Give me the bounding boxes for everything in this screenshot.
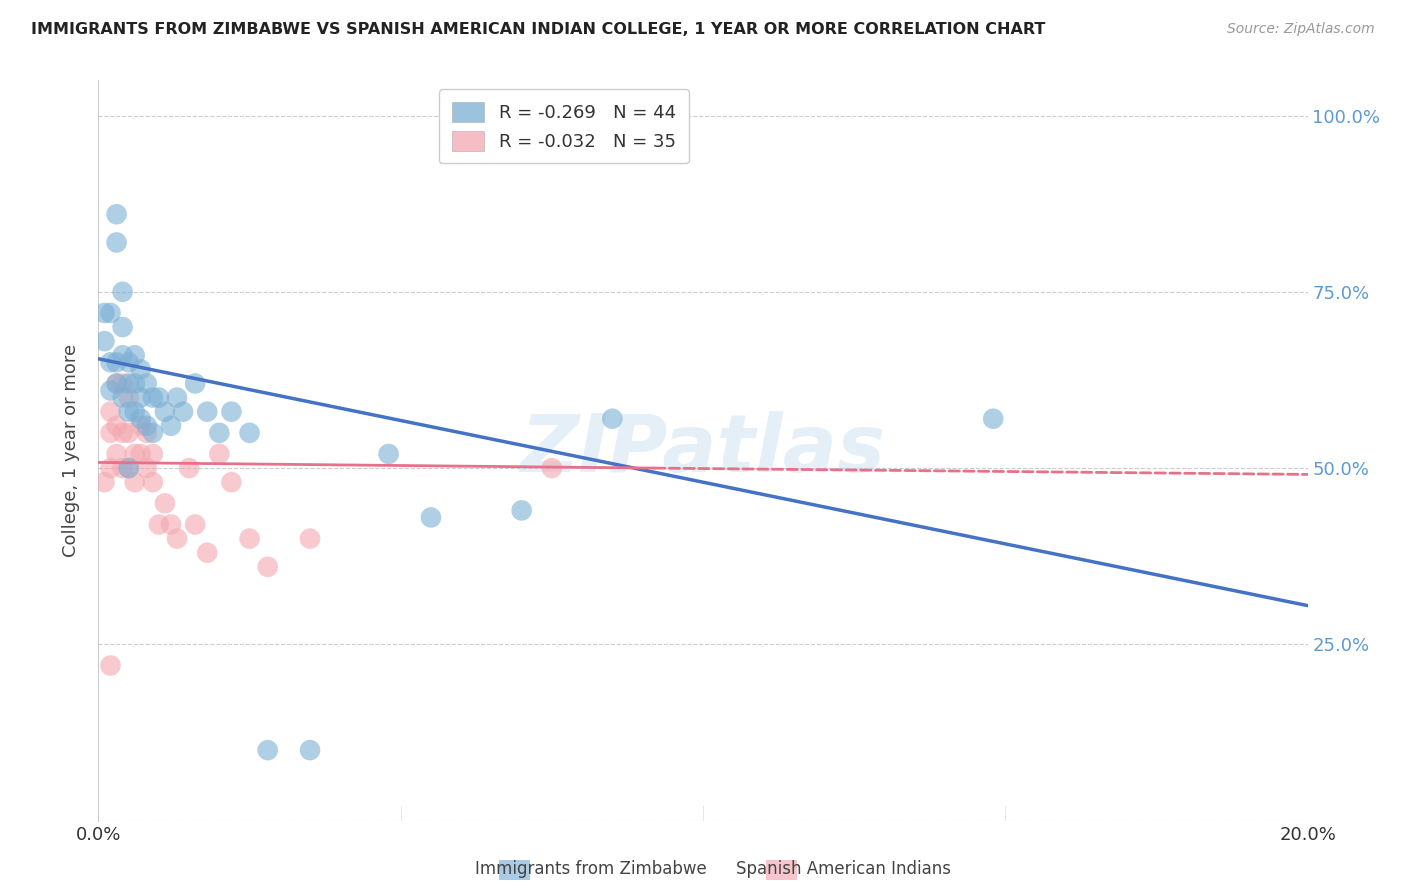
Point <box>299 743 322 757</box>
Point <box>111 320 134 334</box>
Point <box>124 348 146 362</box>
Text: Source: ZipAtlas.com: Source: ZipAtlas.com <box>1227 22 1375 37</box>
Point <box>100 658 122 673</box>
Point <box>142 425 165 440</box>
Point <box>111 425 134 440</box>
Point <box>148 391 170 405</box>
Point <box>118 425 141 440</box>
Point <box>93 306 115 320</box>
Point <box>100 355 122 369</box>
Point <box>100 306 122 320</box>
Point <box>135 376 157 391</box>
Point <box>148 517 170 532</box>
Point <box>129 411 152 425</box>
Legend: R = -0.269   N = 44, R = -0.032   N = 35: R = -0.269 N = 44, R = -0.032 N = 35 <box>439 89 689 163</box>
Point <box>221 405 243 419</box>
Point <box>93 475 115 490</box>
Point <box>105 376 128 391</box>
Point <box>129 391 152 405</box>
Point <box>100 384 122 398</box>
Point <box>142 475 165 490</box>
Point <box>124 376 146 391</box>
Point <box>299 532 322 546</box>
Point <box>420 510 443 524</box>
Point <box>195 546 218 560</box>
Text: IMMIGRANTS FROM ZIMBABWE VS SPANISH AMERICAN INDIAN COLLEGE, 1 YEAR OR MORE CORR: IMMIGRANTS FROM ZIMBABWE VS SPANISH AMER… <box>31 22 1045 37</box>
Point <box>129 447 152 461</box>
Point <box>105 418 128 433</box>
Point <box>111 285 134 299</box>
Point <box>135 418 157 433</box>
Point <box>153 405 176 419</box>
Point <box>540 461 562 475</box>
Point <box>172 405 194 419</box>
Point <box>160 517 183 532</box>
Point <box>129 418 152 433</box>
Point <box>118 391 141 405</box>
Point <box>142 391 165 405</box>
Point <box>100 405 122 419</box>
Point <box>93 334 115 348</box>
Point <box>111 461 134 475</box>
Point <box>118 376 141 391</box>
Point <box>256 559 278 574</box>
Point <box>111 376 134 391</box>
Point <box>208 447 231 461</box>
Point <box>377 447 399 461</box>
Point <box>256 743 278 757</box>
Point <box>111 348 134 362</box>
Point <box>129 362 152 376</box>
Point <box>166 391 188 405</box>
Point <box>118 461 141 475</box>
Point <box>118 405 141 419</box>
Point <box>239 532 262 546</box>
Text: Immigrants from Zimbabwe: Immigrants from Zimbabwe <box>475 860 706 878</box>
Point <box>105 447 128 461</box>
Point <box>981 411 1004 425</box>
Point <box>221 475 243 490</box>
Point <box>124 447 146 461</box>
Point <box>124 475 146 490</box>
Point <box>124 405 146 419</box>
Point <box>105 207 128 221</box>
Point <box>111 391 134 405</box>
Point <box>135 461 157 475</box>
Point <box>105 376 128 391</box>
Point <box>100 461 122 475</box>
Point <box>142 447 165 461</box>
Point <box>105 355 128 369</box>
Point <box>602 411 624 425</box>
Point <box>239 425 262 440</box>
Point <box>179 461 201 475</box>
Point <box>166 532 188 546</box>
Point <box>135 425 157 440</box>
Point <box>118 355 141 369</box>
Point <box>153 496 176 510</box>
Y-axis label: College, 1 year or more: College, 1 year or more <box>62 344 80 557</box>
Point <box>118 461 141 475</box>
Point <box>184 376 207 391</box>
Point <box>195 405 218 419</box>
Point <box>510 503 533 517</box>
Point <box>160 418 183 433</box>
Point <box>100 425 122 440</box>
Text: ZIPatlas: ZIPatlas <box>520 411 886 490</box>
Point <box>105 235 128 250</box>
Point <box>208 425 231 440</box>
Point <box>184 517 207 532</box>
Text: Spanish American Indians: Spanish American Indians <box>737 860 950 878</box>
